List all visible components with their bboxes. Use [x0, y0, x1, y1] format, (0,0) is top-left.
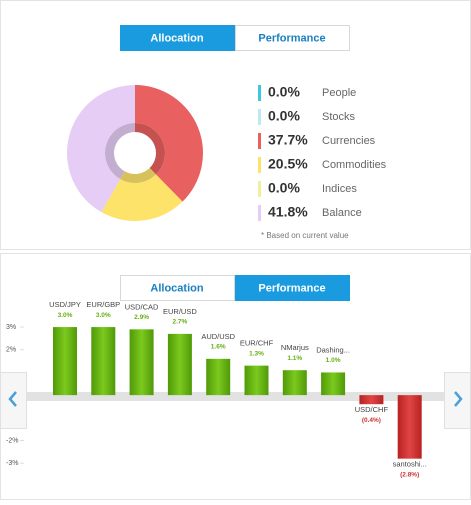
category-label: USD/CAD: [125, 302, 159, 311]
legend-value: 20.5%: [268, 156, 308, 172]
legend-swatch: [258, 181, 261, 197]
bar: [167, 333, 192, 396]
y-tick-label: -3%: [6, 460, 18, 467]
content: Allocation Performance Allocation Performan…: [6, 25, 427, 478]
tab[interactable]: [120, 25, 235, 51]
pie-slice: [66, 85, 135, 213]
bar: [359, 395, 384, 405]
y-tick-label: 3%: [6, 324, 16, 331]
arrow-icon: [454, 391, 463, 407]
value-label: (0.4%): [362, 417, 381, 424]
nav-left[interactable]: [0, 372, 27, 429]
category-label: santoshi...: [393, 460, 427, 469]
value-label: 2.7%: [172, 319, 187, 326]
value-label: 1.1%: [287, 355, 302, 362]
category-label: EUR/USD: [163, 307, 197, 316]
legend-swatch: [258, 205, 261, 221]
y-tick-label: -2%: [6, 437, 18, 444]
legend-value: 0.0%: [268, 108, 300, 124]
legend-swatch: [258, 133, 261, 149]
legend-label: Currencies: [322, 135, 376, 147]
value-label: 1.6%: [211, 344, 226, 351]
category-label: EUR/GBP: [86, 300, 120, 309]
value-label: 2.9%: [134, 314, 149, 321]
pie-slice: [135, 85, 203, 202]
bar: [282, 370, 307, 396]
category-label: Dashing...: [316, 345, 350, 354]
bar: [397, 395, 422, 459]
bar: [129, 329, 154, 396]
tab[interactable]: [120, 275, 235, 301]
legend-swatch: [258, 109, 261, 125]
legend-label: Indices: [322, 183, 357, 195]
bar: [244, 365, 269, 396]
bar: [321, 372, 346, 396]
legend-label: Commodities: [322, 159, 387, 171]
tab-label: Performance: [258, 32, 325, 44]
value-label: 3.0%: [96, 312, 111, 319]
nav-right[interactable]: [444, 372, 471, 429]
category-label: NMarjus: [281, 343, 309, 352]
bar: [53, 327, 77, 396]
bar: [91, 327, 116, 396]
tab-label: Allocation: [150, 282, 203, 294]
zero-band: [0, 392, 471, 401]
category-label: EUR/CHF: [240, 339, 274, 348]
tab[interactable]: [235, 25, 350, 51]
arrow-icon: [8, 391, 17, 407]
pie-inner-ring: [120, 168, 156, 184]
y-tick-label: 2%: [6, 347, 16, 354]
bar: [206, 358, 231, 396]
legend-value: 41.8%: [268, 204, 308, 220]
legend-swatch: [258, 157, 261, 173]
value-label: 1.3%: [249, 350, 264, 357]
legend-value: 37.7%: [268, 132, 308, 148]
legend-swatch: [258, 85, 261, 101]
legend-value: 0.0%: [268, 180, 300, 196]
value-label: 1.0%: [326, 357, 341, 364]
pie-inner-ring: [135, 123, 165, 175]
legend-label: Stocks: [322, 111, 356, 123]
value-label: 3.0%: [58, 312, 73, 319]
tab[interactable]: [235, 275, 350, 301]
category-label: USD/CHF: [355, 405, 389, 414]
category-label: AUD/USD: [201, 332, 235, 341]
legend-label: People: [322, 87, 356, 99]
category-label: USD/JPY: [49, 300, 81, 309]
legend-value: 0.0%: [268, 84, 300, 100]
value-label: (2.8%): [400, 471, 419, 478]
tab-label: Allocation: [150, 32, 203, 44]
legend-label: Balance: [322, 207, 362, 219]
pie-slice: [101, 174, 183, 222]
tab-label: Performance: [258, 282, 325, 294]
note: * Based on current value: [261, 231, 349, 240]
pie-inner-ring: [104, 123, 135, 180]
